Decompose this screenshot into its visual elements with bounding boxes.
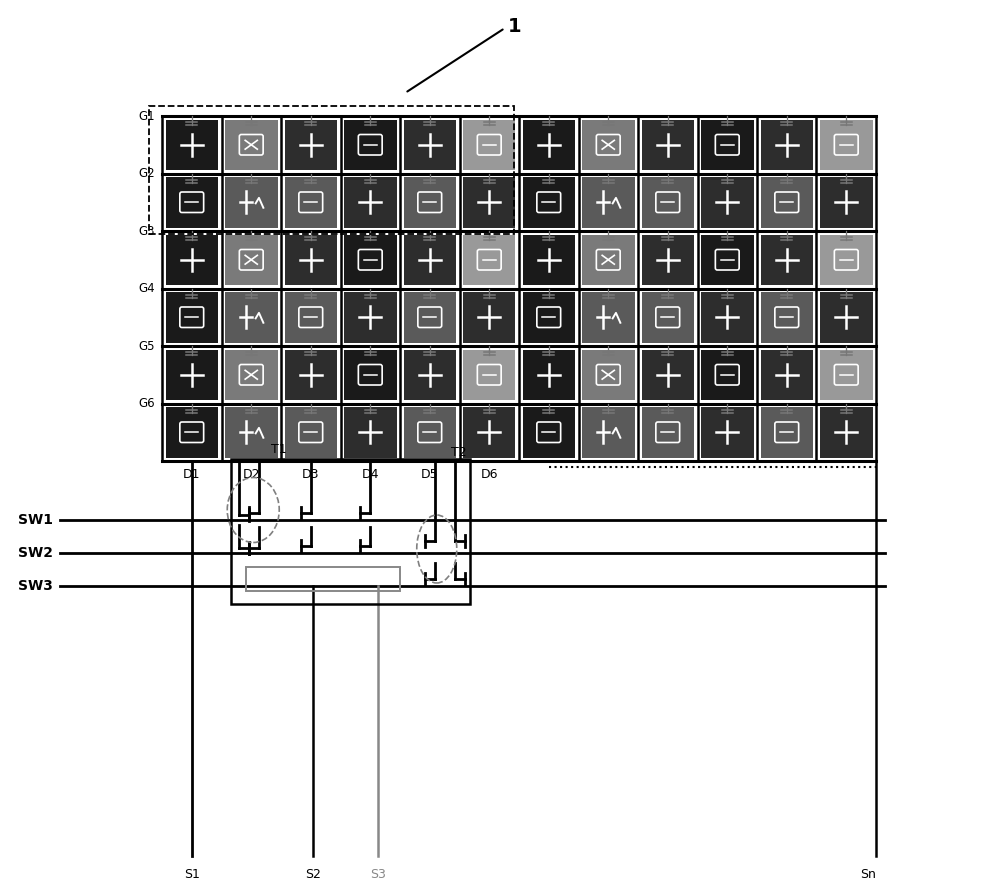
Text: S1: S1 [184,868,200,881]
Text: D4: D4 [362,468,379,481]
Text: G2: G2 [138,167,155,180]
FancyBboxPatch shape [285,350,337,400]
FancyBboxPatch shape [463,407,515,457]
Text: D5: D5 [421,468,439,481]
FancyBboxPatch shape [404,350,456,400]
Text: T1: T1 [271,443,287,456]
Text: D6: D6 [480,468,498,481]
FancyBboxPatch shape [522,292,575,343]
FancyBboxPatch shape [642,177,694,227]
FancyBboxPatch shape [642,407,694,457]
FancyBboxPatch shape [344,234,397,285]
FancyBboxPatch shape [285,292,337,343]
FancyBboxPatch shape [404,407,456,457]
FancyBboxPatch shape [344,177,397,227]
FancyBboxPatch shape [761,120,813,170]
FancyBboxPatch shape [701,234,754,285]
Text: SW2: SW2 [18,546,53,560]
Text: D3: D3 [302,468,320,481]
FancyBboxPatch shape [166,120,218,170]
FancyBboxPatch shape [820,292,872,343]
FancyBboxPatch shape [642,350,694,400]
Bar [231,459,470,604]
FancyBboxPatch shape [820,177,872,227]
FancyBboxPatch shape [166,350,218,400]
Text: 1: 1 [508,17,522,36]
FancyBboxPatch shape [285,234,337,285]
FancyBboxPatch shape [344,292,397,343]
FancyBboxPatch shape [642,120,694,170]
FancyBboxPatch shape [701,407,754,457]
FancyBboxPatch shape [582,234,635,285]
FancyBboxPatch shape [522,120,575,170]
FancyBboxPatch shape [642,234,694,285]
FancyBboxPatch shape [761,234,813,285]
FancyBboxPatch shape [463,177,515,227]
FancyBboxPatch shape [522,177,575,227]
FancyBboxPatch shape [820,350,872,400]
FancyBboxPatch shape [701,292,754,343]
FancyBboxPatch shape [582,350,635,400]
FancyBboxPatch shape [701,350,754,400]
Bar [246,567,400,591]
Text: G1: G1 [138,109,155,123]
FancyBboxPatch shape [642,292,694,343]
FancyBboxPatch shape [701,120,754,170]
FancyBboxPatch shape [582,120,635,170]
FancyBboxPatch shape [166,177,218,227]
Text: SW3: SW3 [18,579,53,593]
FancyBboxPatch shape [582,177,635,227]
FancyBboxPatch shape [463,120,515,170]
FancyBboxPatch shape [225,407,278,457]
FancyBboxPatch shape [166,234,218,285]
FancyBboxPatch shape [404,177,456,227]
Text: G5: G5 [138,339,155,353]
Text: S3: S3 [370,868,386,881]
FancyBboxPatch shape [522,234,575,285]
FancyBboxPatch shape [225,350,278,400]
FancyBboxPatch shape [820,234,872,285]
FancyBboxPatch shape [463,234,515,285]
FancyBboxPatch shape [522,407,575,457]
FancyBboxPatch shape [522,350,575,400]
FancyBboxPatch shape [404,120,456,170]
FancyBboxPatch shape [225,120,278,170]
Text: G3: G3 [138,225,155,237]
FancyBboxPatch shape [225,292,278,343]
Text: T2: T2 [451,446,466,459]
FancyBboxPatch shape [166,407,218,457]
FancyBboxPatch shape [285,177,337,227]
FancyBboxPatch shape [761,407,813,457]
Text: D2: D2 [242,468,260,481]
FancyBboxPatch shape [285,120,337,170]
Text: G4: G4 [138,282,155,295]
FancyBboxPatch shape [463,292,515,343]
Text: S2: S2 [305,868,321,881]
Text: D1: D1 [183,468,200,481]
FancyBboxPatch shape [820,407,872,457]
FancyBboxPatch shape [761,350,813,400]
FancyBboxPatch shape [404,234,456,285]
FancyBboxPatch shape [761,292,813,343]
FancyBboxPatch shape [582,292,635,343]
FancyBboxPatch shape [285,407,337,457]
FancyBboxPatch shape [582,407,635,457]
Bar [149,106,514,234]
FancyBboxPatch shape [404,292,456,343]
Text: Sn: Sn [860,868,876,881]
FancyBboxPatch shape [344,350,397,400]
FancyBboxPatch shape [225,177,278,227]
FancyBboxPatch shape [225,234,278,285]
Text: SW1: SW1 [18,513,53,527]
FancyBboxPatch shape [463,350,515,400]
Text: G6: G6 [138,397,155,410]
FancyBboxPatch shape [701,177,754,227]
FancyBboxPatch shape [820,120,872,170]
FancyBboxPatch shape [344,120,397,170]
FancyBboxPatch shape [166,292,218,343]
FancyBboxPatch shape [344,407,397,457]
FancyBboxPatch shape [761,177,813,227]
